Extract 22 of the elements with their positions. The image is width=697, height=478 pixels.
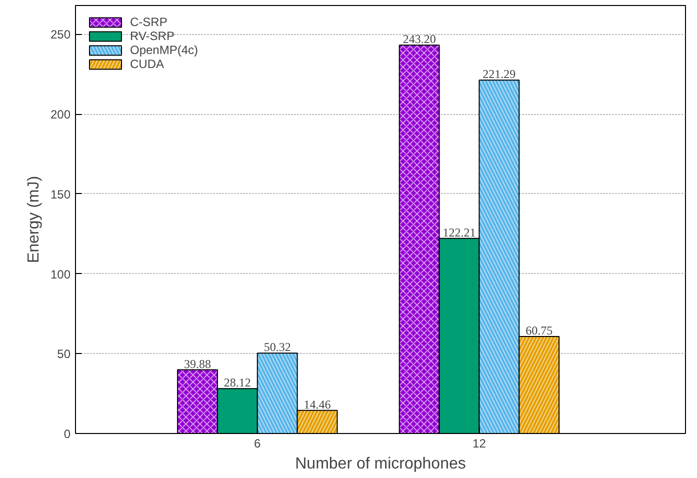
y-tick-label: 150 xyxy=(50,187,71,202)
x-axis-title: Number of microphones xyxy=(295,456,466,472)
y-tick-label: 100 xyxy=(50,267,71,282)
data-label: 50.32 xyxy=(264,340,291,354)
legend-label: OpenMP(4c) xyxy=(130,43,198,57)
data-label: 60.75 xyxy=(526,323,553,338)
legend-label: C-SRP xyxy=(130,15,168,29)
y-tick-label: 200 xyxy=(50,108,71,122)
data-label: 39.88 xyxy=(184,356,211,371)
legend-label: CUDA xyxy=(130,57,164,71)
y-tick-label: 50 xyxy=(57,347,71,362)
legend-label: RV-SRP xyxy=(130,29,174,43)
data-label: 221.29 xyxy=(482,67,516,82)
y-tick-label: 0 xyxy=(64,427,71,441)
x-tick-label: 6 xyxy=(254,436,262,450)
x-tick-label: 12 xyxy=(472,436,486,450)
data-label: 243.20 xyxy=(402,32,436,46)
y-axis-title: Energy (mJ) xyxy=(25,176,42,264)
data-label: 28.12 xyxy=(224,376,251,390)
data-label: 122.21 xyxy=(442,225,476,240)
data-label: 14.46 xyxy=(304,397,331,412)
y-tick-label: 250 xyxy=(50,28,71,42)
